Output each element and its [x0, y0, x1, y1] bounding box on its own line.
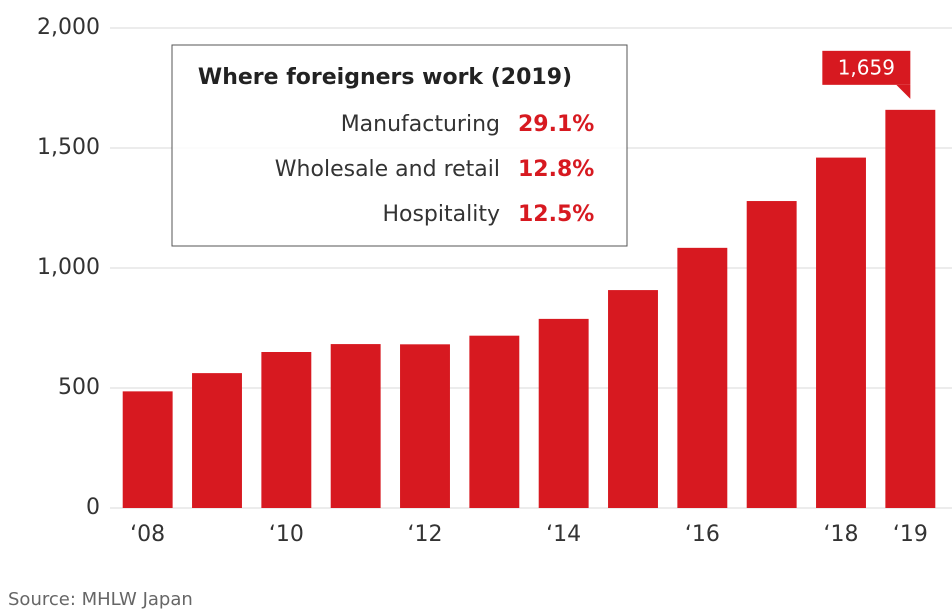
- x-tick-label: ‘10: [269, 522, 304, 547]
- inset-label: Wholesale and retail: [275, 157, 500, 182]
- x-tick-label: ‘18: [824, 522, 859, 547]
- y-tick-label: 0: [86, 495, 100, 520]
- x-tick-label: ‘16: [685, 522, 720, 547]
- bar: [192, 373, 242, 508]
- x-tick-label: ‘14: [546, 522, 581, 547]
- callout-pointer: [896, 84, 911, 99]
- x-tick-label: ‘12: [408, 522, 443, 547]
- y-tick-label: 1,500: [37, 135, 100, 160]
- y-tick-label: 2,000: [37, 15, 100, 40]
- bar: [122, 391, 173, 508]
- bar: [400, 344, 450, 508]
- x-tick-label: ‘08: [130, 522, 165, 547]
- bar: [816, 157, 866, 508]
- bar: [746, 201, 797, 509]
- inset-title: Where foreigners work (2019): [198, 65, 572, 90]
- inset-value: 12.8%: [518, 157, 594, 182]
- bar: [538, 318, 589, 508]
- x-tick-label: ‘19: [893, 522, 928, 547]
- inset-box: [171, 44, 628, 247]
- bar: [330, 344, 381, 508]
- inset-label: Hospitality: [382, 202, 500, 227]
- bar: [608, 290, 658, 508]
- y-tick-label: 1,000: [37, 255, 100, 280]
- bar: [261, 352, 312, 508]
- data-label: 1,659: [838, 55, 895, 79]
- bar: [677, 247, 728, 508]
- inset-value: 12.5%: [518, 202, 594, 227]
- y-tick-label: 500: [58, 375, 100, 400]
- inset-value: 29.1%: [518, 112, 594, 137]
- bar: [469, 335, 520, 508]
- inset-label: Manufacturing: [341, 112, 500, 137]
- bar: [885, 109, 936, 508]
- callout-box: [822, 50, 911, 85]
- source: Source: MHLW Japan: [8, 589, 193, 610]
